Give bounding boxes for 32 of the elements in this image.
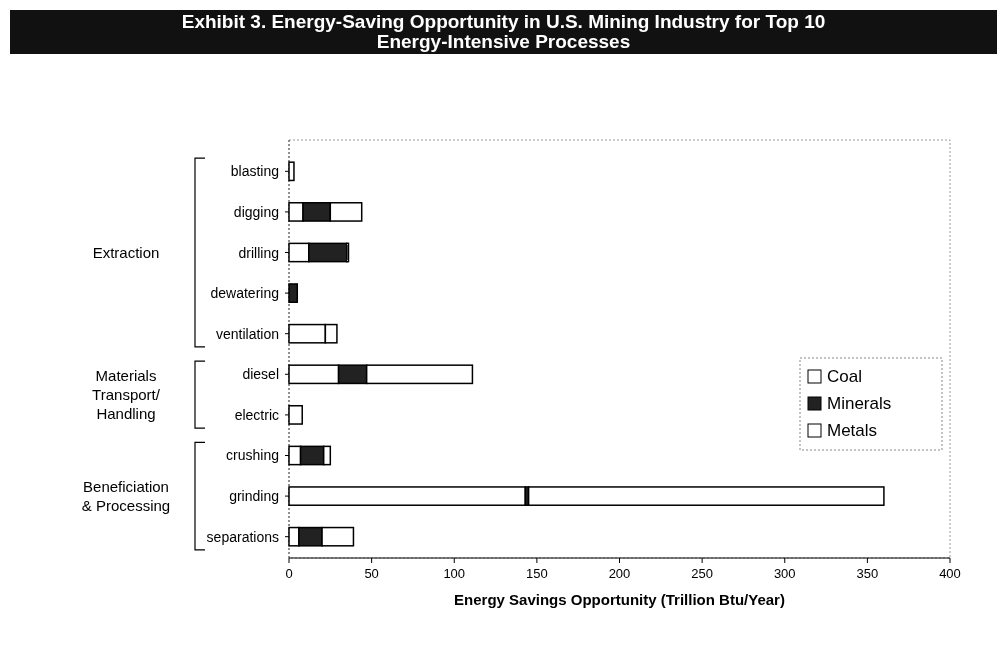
bar	[288, 486, 527, 506]
y-tick-label: crushing	[226, 447, 279, 464]
legend-label: Metals	[827, 421, 878, 440]
x-tick-label: 50	[364, 566, 379, 581]
y-tick-label: dewatering	[210, 285, 279, 302]
x-tick-label: 100	[443, 566, 466, 581]
y-tick-label: separations	[206, 528, 279, 545]
x-tick-label: 0	[285, 566, 293, 581]
bar	[288, 283, 299, 303]
chart-title: Exhibit 3. Energy-Saving Opportunity in U.S. Mining Industry for Top 10 Energy-Intensive Processes	[181, 11, 826, 52]
text: Beneficiation & Processing	[81, 477, 171, 514]
y-tick-label: digging	[233, 203, 279, 220]
x-tick-label: 350	[856, 566, 879, 581]
x-tick-label: 250	[691, 566, 713, 581]
y-tick-label: electric	[234, 406, 279, 423]
y-tick-label: grinding	[229, 488, 279, 505]
bar	[288, 161, 295, 182]
legend-label: Minerals	[827, 394, 892, 413]
y-tick-label: ventilation	[215, 325, 279, 342]
y-tick-label: drilling	[238, 244, 279, 261]
bar	[288, 405, 303, 425]
x-tick-label: 400	[939, 566, 961, 581]
bar	[527, 486, 885, 506]
legend-label: Coal	[827, 367, 862, 386]
x-axis-title: Energy Savings Opportunity (Trillion Btu/Year)	[454, 591, 785, 608]
x-tick-label: 150	[526, 566, 548, 581]
text: Extraction	[92, 243, 160, 261]
x-tick-label: 200	[608, 566, 631, 581]
x-tick-label: 300	[773, 566, 796, 581]
text: Materials Transport/ Handling	[92, 366, 161, 422]
y-tick-label: blasting	[230, 163, 279, 180]
y-tick-label: diesel	[242, 366, 279, 383]
